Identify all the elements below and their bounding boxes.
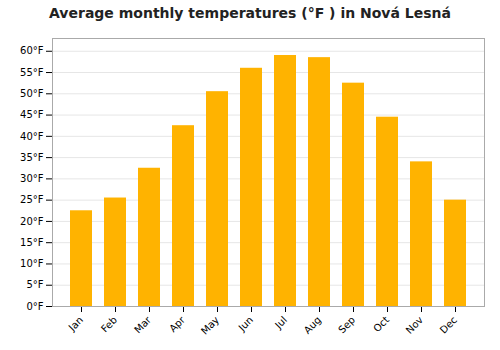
svg-text:60°F: 60°F <box>20 45 44 56</box>
svg-text:Mar: Mar <box>132 314 154 336</box>
svg-text:Oct: Oct <box>371 314 391 334</box>
svg-text:Jan: Jan <box>66 314 85 333</box>
svg-text:Dec: Dec <box>438 314 459 335</box>
svg-text:10°F: 10°F <box>20 258 44 269</box>
svg-text:45°F: 45°F <box>20 109 44 120</box>
svg-text:Aug: Aug <box>302 314 324 336</box>
svg-text:30°F: 30°F <box>20 173 44 184</box>
svg-text:5°F: 5°F <box>26 279 43 290</box>
svg-text:Feb: Feb <box>99 314 119 334</box>
svg-text:Apr: Apr <box>167 314 188 335</box>
svg-text:Sep: Sep <box>336 314 357 335</box>
svg-text:15°F: 15°F <box>20 237 44 248</box>
svg-text:50°F: 50°F <box>20 88 44 99</box>
svg-text:35°F: 35°F <box>20 152 44 163</box>
svg-text:40°F: 40°F <box>20 131 44 142</box>
svg-text:0°F: 0°F <box>26 301 43 312</box>
svg-text:May: May <box>199 314 221 336</box>
svg-text:25°F: 25°F <box>20 194 44 205</box>
svg-text:Jul: Jul <box>272 314 289 331</box>
svg-text:Jun: Jun <box>236 314 256 334</box>
html-text:Average monthly temperatures (: Average monthly temperatures (°F ) in No… <box>49 5 451 21</box>
svg-text:20°F: 20°F <box>20 216 44 227</box>
svg-text:Nov: Nov <box>404 314 426 336</box>
svg-text:55°F: 55°F <box>20 67 44 78</box>
